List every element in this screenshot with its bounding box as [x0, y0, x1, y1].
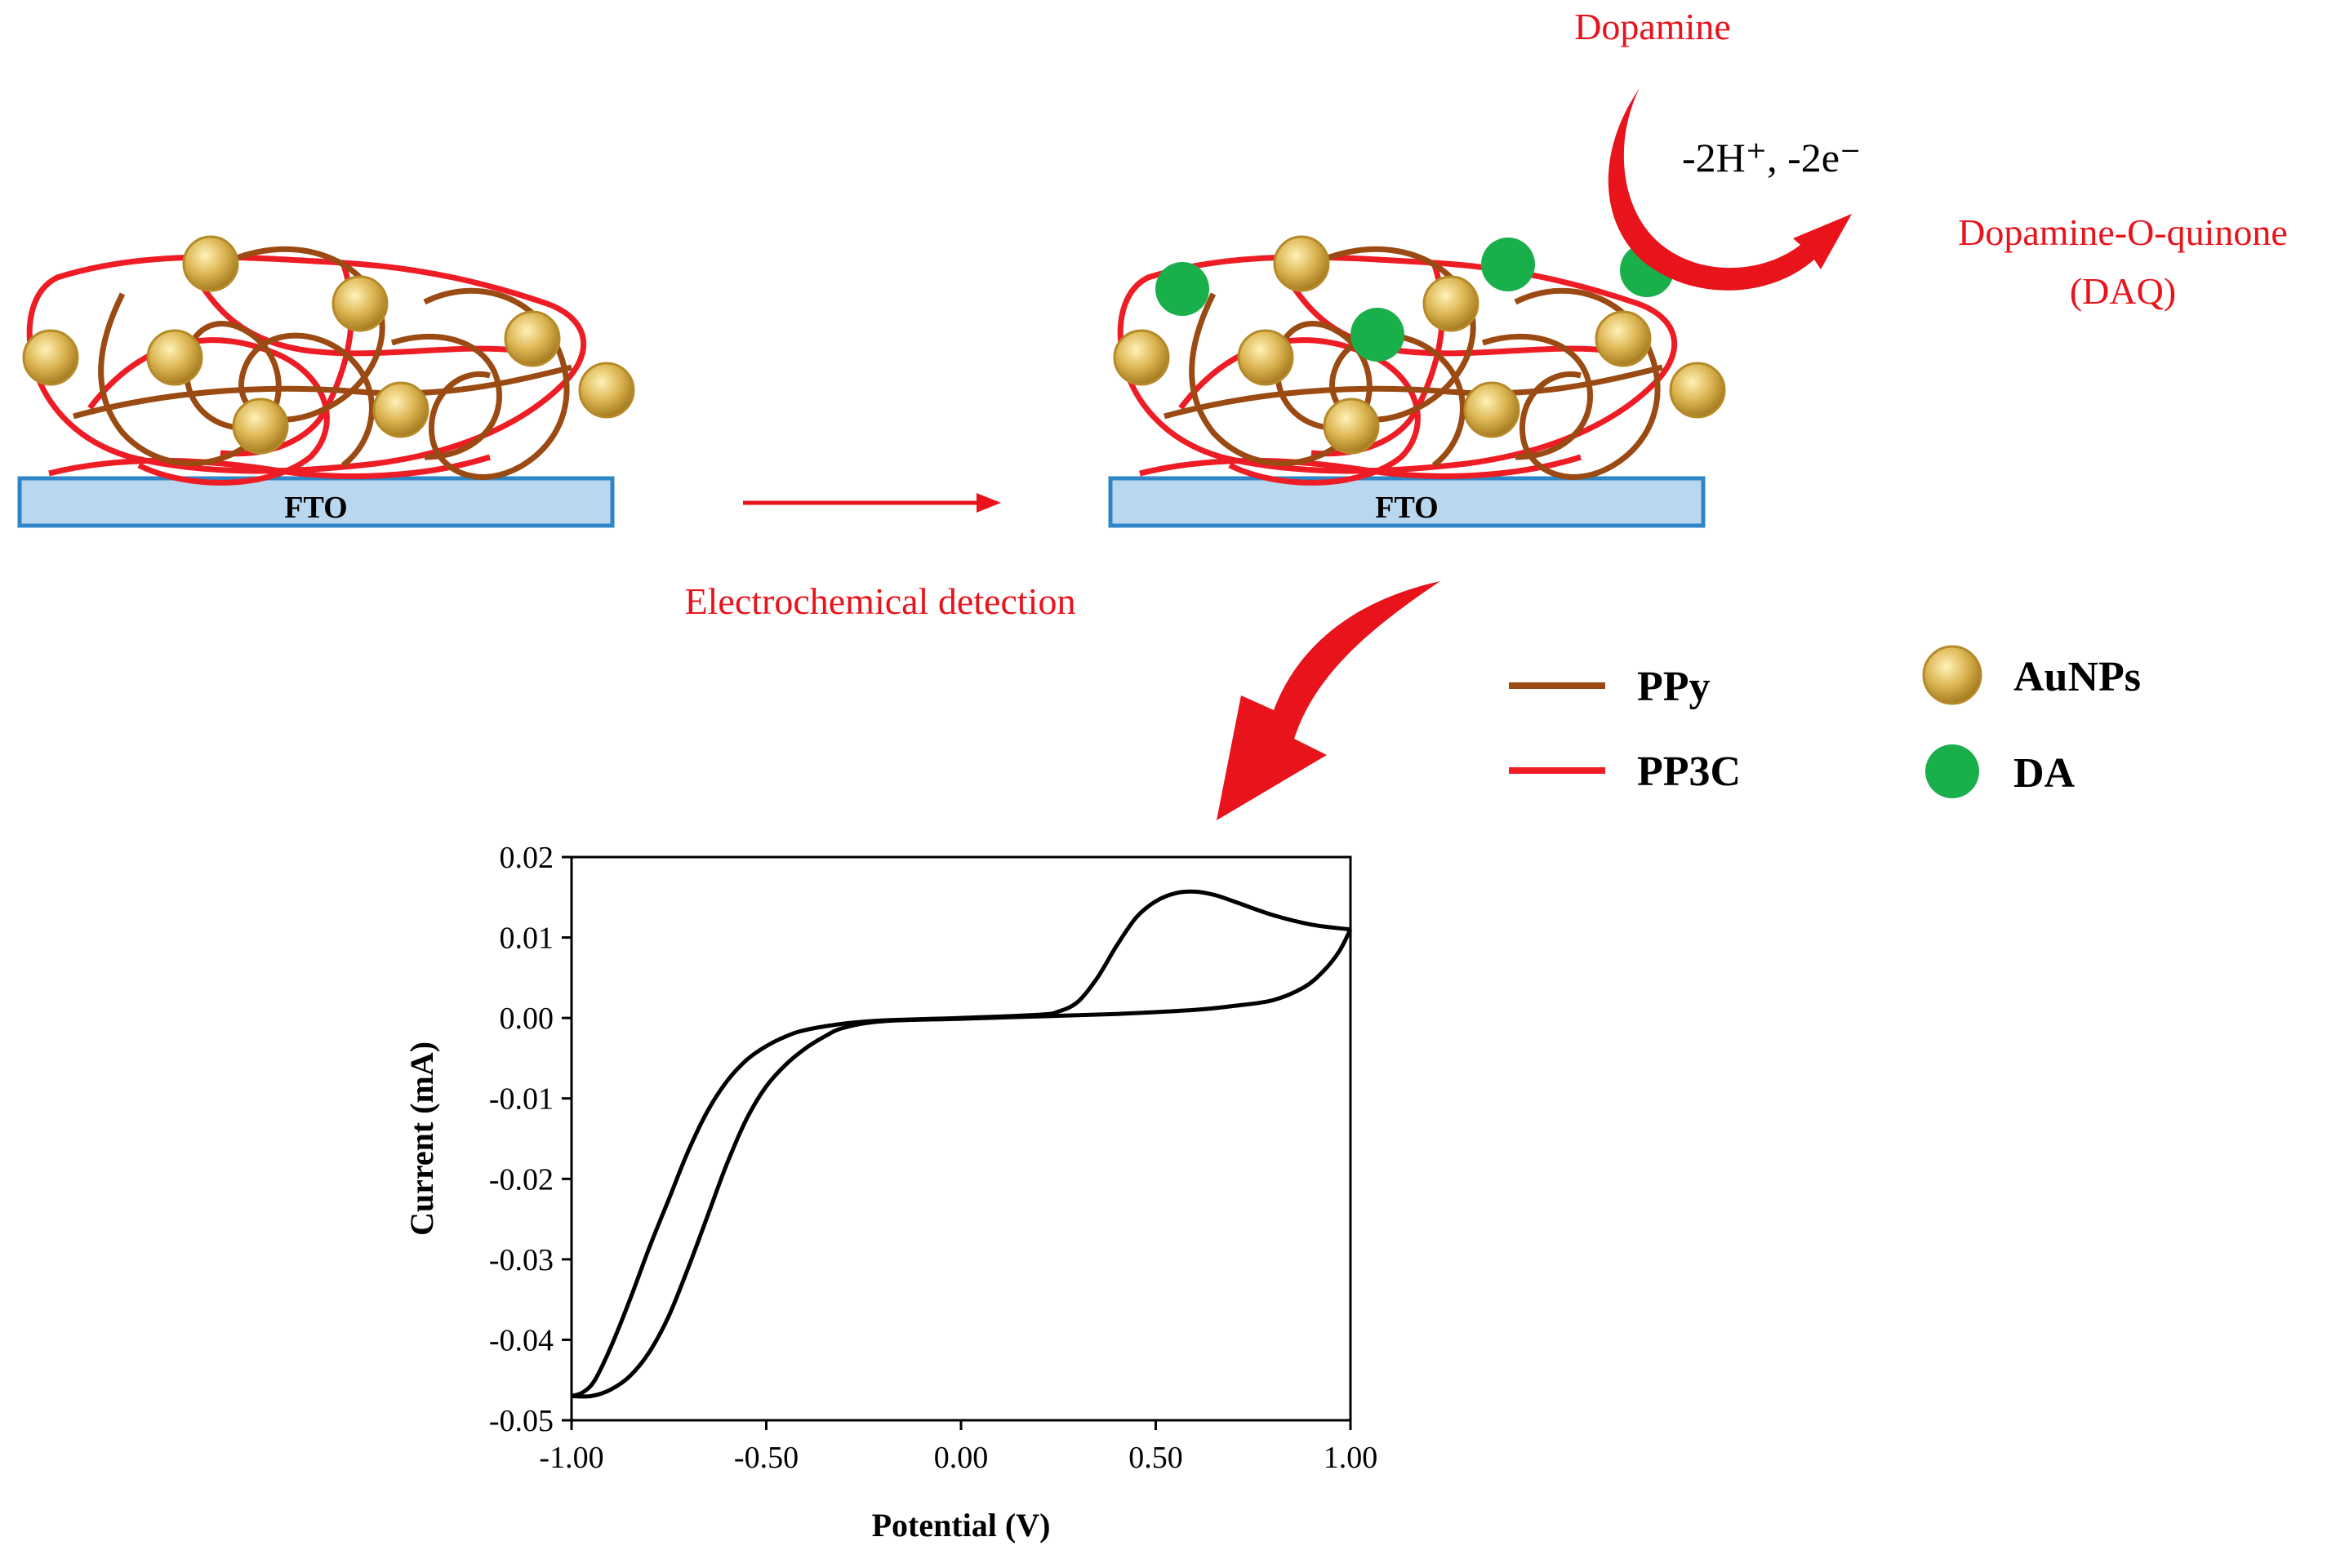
detection-curved-arrow: [1217, 581, 1440, 820]
aunps-right: [1113, 235, 1726, 455]
fto-substrate-right: [1108, 476, 1706, 528]
detection-label: Electrochemical detection: [685, 580, 1076, 622]
aunp-particle: [1669, 362, 1726, 419]
y-tick-label: 0.00: [500, 1002, 554, 1036]
x-tick-label: 1.00: [1324, 1441, 1378, 1475]
aunp-particle: [1323, 398, 1380, 455]
aunps-left: [22, 235, 635, 455]
legend-aunps-label: AuNPs: [2013, 654, 2141, 700]
aunp-particle: [1463, 381, 1520, 438]
x-ticks: -1.00 -0.50 0.00 0.50 1.00: [539, 1420, 1377, 1475]
x-tick-label: 0.50: [1128, 1441, 1183, 1475]
cv-forward-sweep-line: [571, 889, 1351, 1398]
y-tick-label: 0.02: [500, 841, 554, 875]
y-tick-label: -0.02: [489, 1162, 554, 1197]
legend-da-swatch: [1925, 744, 1979, 798]
aunp-particle: [578, 362, 635, 419]
legend-aunps-swatch: [1922, 645, 1982, 705]
product-label-line2: (DAQ): [2070, 270, 2176, 312]
aunp-particle: [1595, 310, 1652, 367]
reaction-label: -2H⁺, -2e⁻: [1682, 135, 1861, 180]
legend: PPy PP3C AuNPs DA: [1509, 645, 2141, 798]
process-arrow: [743, 493, 1001, 513]
right-electrode: FTO: [1108, 235, 1726, 528]
fto-label-left: FTO: [284, 491, 347, 525]
chart-plot-frame: [570, 855, 1352, 1422]
fto-substrate-left: [17, 476, 615, 528]
legend-ppy-label: PPy: [1637, 664, 1711, 710]
left-electrode: FTO: [17, 235, 635, 528]
legend-pp3c-label: PP3C: [1637, 748, 1741, 795]
aunp-particle: [1273, 235, 1330, 292]
aunp-particle: [372, 381, 429, 438]
aunp-particle: [146, 329, 203, 386]
aunp-particle: [1113, 329, 1170, 386]
aunp-particle: [232, 398, 289, 455]
x-axis-title: Potential (V): [872, 1507, 1051, 1544]
aunp-particle: [1237, 329, 1294, 386]
y-tick-label: -0.01: [489, 1082, 554, 1117]
aunp-particle: [182, 235, 239, 292]
product-label-line1: Dopamine-O-quinone: [1958, 211, 2288, 253]
y-axis-title: Current (mA): [403, 1042, 440, 1236]
cv-chart: 0.02 0.01 0.00 -0.01 -0.02 -0.03 -0.04 -0.05 -1…: [403, 841, 1377, 1544]
x-tick-label: -1.00: [539, 1441, 603, 1475]
y-tick-label: -0.05: [489, 1404, 554, 1438]
aunp-particle: [1422, 275, 1479, 332]
dopamine-label: Dopamine: [1574, 6, 1731, 47]
cv-reverse-sweep-line: [571, 928, 1353, 1399]
aunp-particle: [504, 310, 561, 367]
x-tick-label: -0.50: [734, 1441, 799, 1475]
da-molecule: [1155, 262, 1209, 316]
y-tick-label: 0.01: [500, 922, 554, 956]
y-ticks: 0.02 0.01 0.00 -0.01 -0.02 -0.03 -0.04 -0.05: [489, 841, 572, 1438]
da-molecule: [1481, 238, 1535, 291]
pp3c-strands-left: [26, 254, 587, 486]
y-tick-label: -0.03: [489, 1243, 554, 1277]
aunp-particle: [22, 329, 79, 386]
x-tick-label: 0.00: [934, 1441, 989, 1475]
da-molecule: [1350, 308, 1404, 362]
y-tick-label: -0.04: [489, 1323, 554, 1357]
legend-da-label: DA: [2013, 750, 2076, 797]
fto-label-right: FTO: [1375, 491, 1438, 525]
reaction-curved-arrow: [1608, 88, 1852, 291]
aunp-particle: [331, 275, 389, 332]
